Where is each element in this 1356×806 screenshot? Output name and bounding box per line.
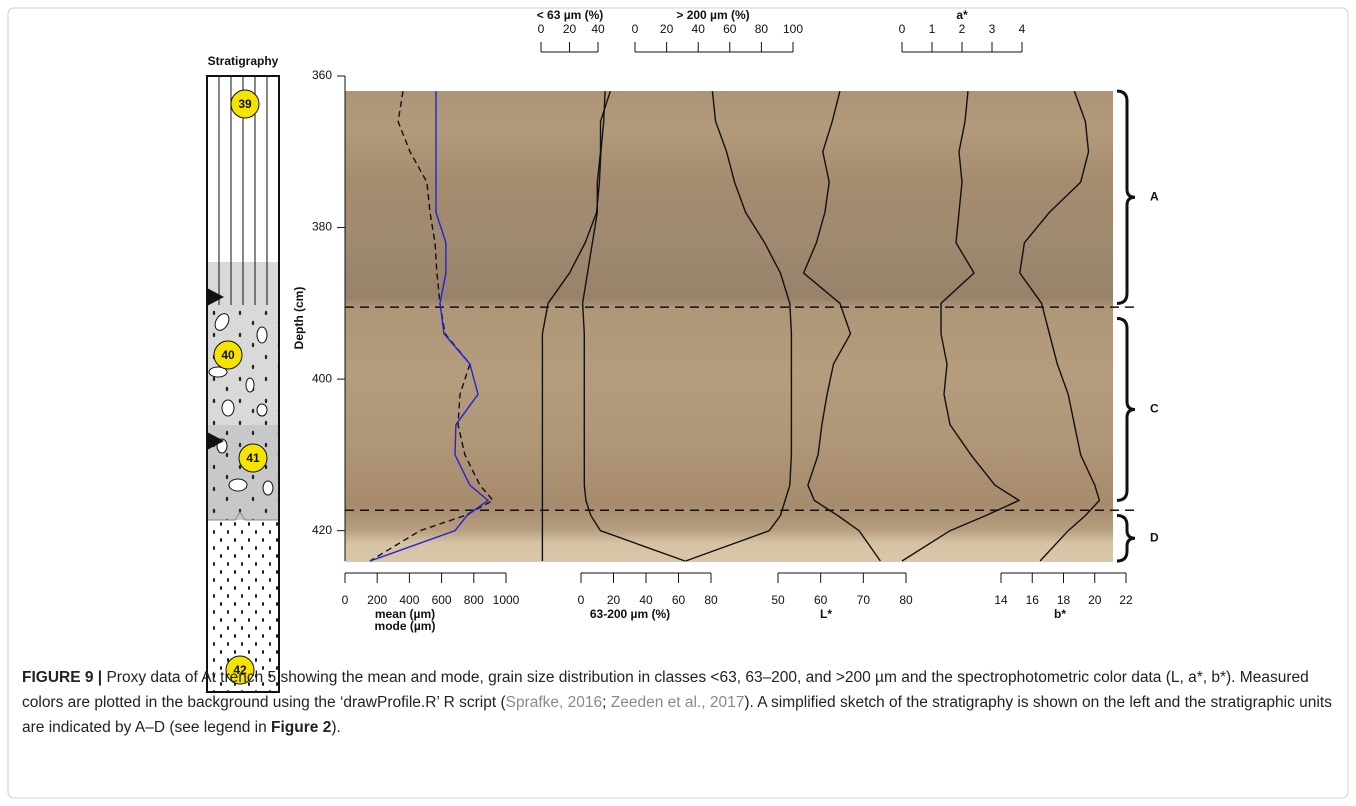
x-tick-label: 0: [899, 22, 906, 36]
unit-brace: [1116, 317, 1136, 502]
profile-line: [685, 91, 793, 562]
unit-brace: [1116, 514, 1136, 563]
caption-label: FIGURE 9 |: [22, 669, 103, 686]
caption: FIGURE 9 | Proxy data of At trench 5 sho…: [22, 665, 1337, 740]
x-tick-label: 0: [342, 593, 349, 607]
unit-number: 40: [221, 348, 235, 362]
profile-line: [1019, 90, 1101, 562]
profile-line: [802, 91, 881, 562]
x-tick-label: 16: [1026, 593, 1040, 607]
caption-text: ).: [331, 719, 341, 736]
x-tick-label: 20: [563, 22, 577, 36]
y-tick-label: 420: [312, 523, 332, 537]
unit-marker: [225, 655, 255, 685]
x-tick-label: 80: [704, 593, 718, 607]
x-tick-label: 40: [591, 22, 605, 36]
x-tick-label: 40: [639, 593, 653, 607]
unit-label: C: [1150, 402, 1159, 416]
unit-marker: [230, 89, 260, 119]
x-tick-label: 70: [857, 593, 871, 607]
x-tick-label: 80: [899, 593, 913, 607]
y-axis-label: Depth (cm): [292, 287, 306, 350]
x-tick-label: 100: [783, 22, 803, 36]
x-tick-label: 3: [989, 22, 996, 36]
x-tick-label: 200: [367, 593, 387, 607]
profile-line: [901, 91, 1021, 562]
x-tick-label: 0: [632, 22, 639, 36]
unit-label: A: [1150, 189, 1159, 203]
color-background: [345, 91, 1113, 562]
x-tick-label: 800: [464, 593, 484, 607]
caption-text: Proxy data of At trench 5 showing the me…: [22, 669, 1309, 711]
axis-title: > 200 µm (%): [676, 8, 749, 22]
stratigraphy-title: Stratigraphy: [208, 54, 279, 68]
unit-brace: [1116, 89, 1136, 305]
x-tick-label: 60: [672, 593, 686, 607]
x-tick-label: 50: [771, 593, 785, 607]
profile-line: [541, 91, 606, 561]
axis-title: b*: [1054, 607, 1066, 621]
unit-number: 42: [233, 663, 247, 677]
unit-marker: [213, 340, 243, 370]
y-tick-label: 380: [312, 220, 332, 234]
x-tick-label: 400: [399, 593, 419, 607]
profile-line: [369, 91, 490, 562]
x-tick-label: 1000: [493, 593, 520, 607]
unit-number: 41: [246, 451, 260, 465]
x-tick-label: 22: [1119, 593, 1133, 607]
caption-text: ). A simplified sketch of the stratigrap…: [22, 694, 1332, 736]
x-tick-label: 20: [1088, 593, 1102, 607]
x-tick-label: 14: [994, 593, 1008, 607]
profile-line: [581, 90, 686, 562]
axis-title: L*: [820, 607, 832, 621]
caption-figure-link[interactable]: Figure 2: [271, 719, 332, 736]
x-tick-label: 18: [1057, 593, 1071, 607]
y-tick-label: 360: [312, 68, 332, 82]
x-tick-label: 4: [1019, 22, 1026, 36]
x-tick-label: 2: [959, 22, 966, 36]
stratigraphy-column: [206, 75, 280, 693]
axis-title: < 63 µm (%): [537, 8, 604, 22]
unit-marker: [238, 443, 268, 473]
axis-title: 63-200 µm (%): [590, 607, 670, 621]
caption-reference[interactable]: Zeeden et al., 2017: [610, 694, 745, 711]
caption-text: ;: [602, 694, 611, 711]
x-tick-label: 60: [814, 593, 828, 607]
caption-reference[interactable]: Sprafke, 2016: [505, 694, 603, 711]
unit-number: 39: [238, 97, 252, 111]
y-tick-label: 400: [312, 371, 332, 385]
x-tick-label: 600: [432, 593, 452, 607]
axis-title: a*: [956, 8, 968, 22]
x-tick-label: 1: [929, 22, 936, 36]
x-tick-label: 80: [755, 22, 769, 36]
axis-title: mean (µm): [375, 607, 435, 621]
unit-label: D: [1150, 530, 1159, 544]
x-tick-label: 60: [723, 22, 737, 36]
x-tick-label: 0: [578, 593, 585, 607]
x-tick-label: 20: [607, 593, 621, 607]
x-tick-label: 20: [660, 22, 674, 36]
x-tick-label: 40: [692, 22, 706, 36]
frame: [7, 7, 1349, 799]
axis-title: mode (µm): [375, 619, 436, 633]
x-tick-label: 0: [538, 22, 545, 36]
